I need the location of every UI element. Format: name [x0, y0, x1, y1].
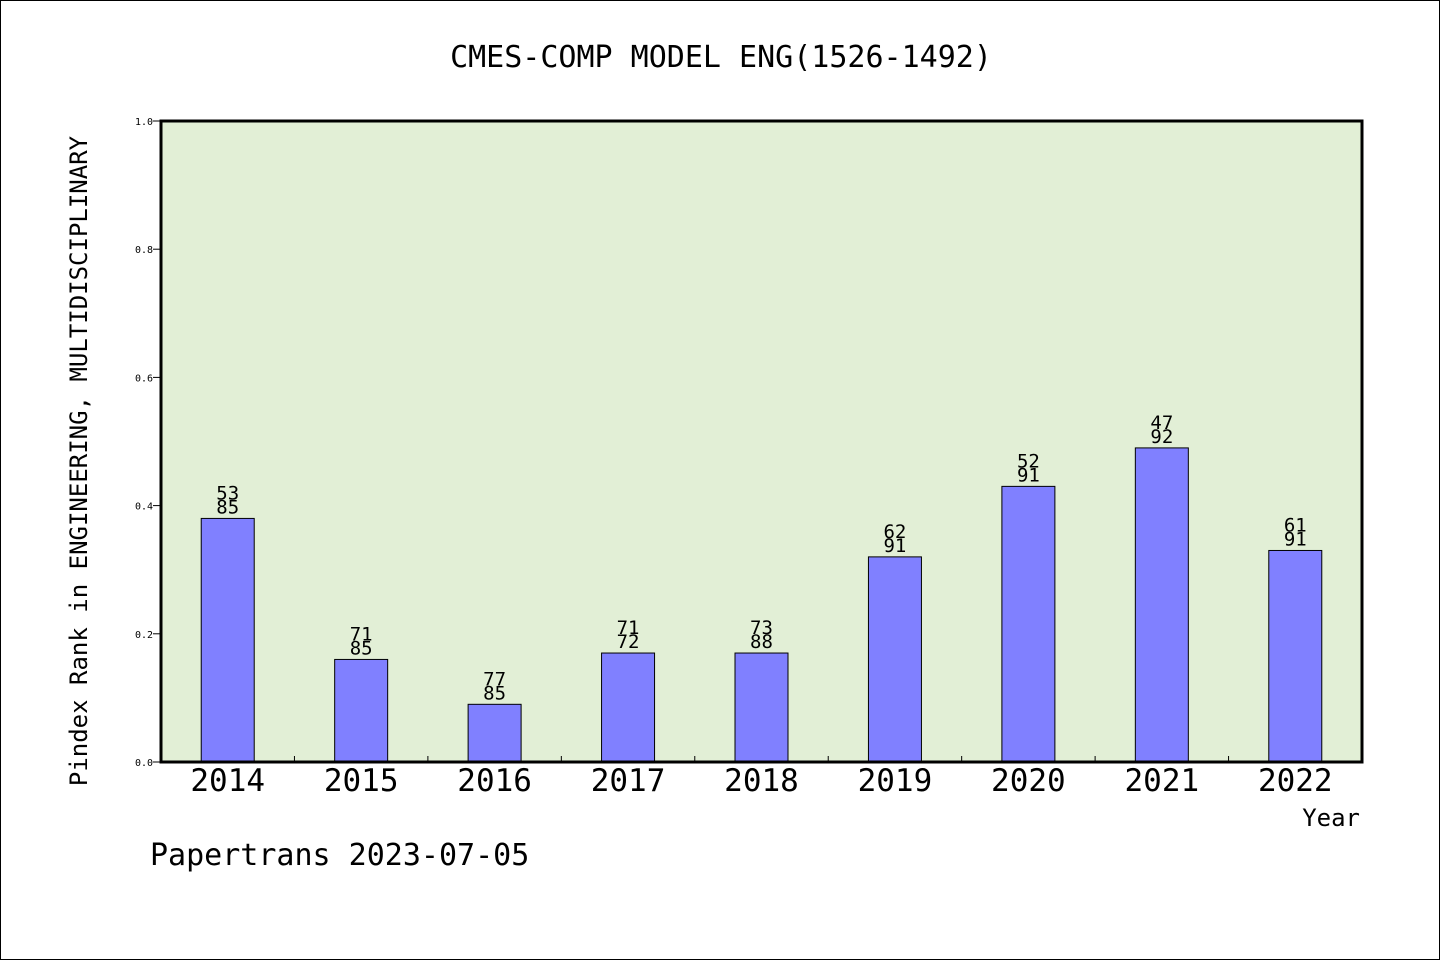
- bar-label-bottom-2017: 72: [617, 631, 640, 653]
- bar-2021: [1134, 447, 1189, 763]
- bar-label-top-2020: 52: [1017, 450, 1040, 472]
- bar-label-bottom-2020: 91: [1017, 464, 1040, 486]
- plot-frame: [159, 119, 1364, 764]
- bar-label-top-2019: 62: [883, 521, 906, 543]
- y-tick-label-0.4: 0.4: [135, 502, 153, 513]
- bar-label-bottom-2016: 85: [483, 682, 506, 704]
- chart-title: CMES-COMP MODEL ENG(1526-1492): [450, 40, 992, 75]
- x-tick-label-2015: 2015: [324, 763, 399, 799]
- y-tick-label-0.0: 0.0: [135, 758, 153, 769]
- bar-2015: [334, 658, 389, 763]
- bar-label-top-2018: 73: [750, 617, 773, 639]
- x-axis: 2014 2015 2016 2017 2018 2019 2020 2021 2022: [190, 756, 1333, 799]
- y-tick-label-0.6: 0.6: [135, 373, 153, 384]
- footer-credit: Papertrans 2023-07-05: [150, 838, 529, 873]
- bar-label-top-2014: 53: [216, 482, 239, 504]
- bar-label-top-2021: 47: [1150, 412, 1173, 434]
- bar-2017: [601, 652, 656, 763]
- bar-label-top-2016: 77: [483, 668, 506, 690]
- y-axis-label: Pindex Rank in ENGINEERING, MULTIDISCIPL…: [65, 135, 93, 786]
- x-axis-label: Year: [1302, 804, 1360, 832]
- bar-2016: [467, 703, 522, 763]
- bar-label-bottom-2018: 88: [750, 631, 773, 653]
- x-tick-label-2014: 2014: [190, 763, 265, 799]
- bar-label-bottom-2015: 85: [350, 637, 373, 659]
- y-tick-label-0.2: 0.2: [135, 630, 153, 641]
- y-tick-label-1.0: 1.0: [135, 117, 153, 128]
- x-tick-label-2017: 2017: [591, 763, 666, 799]
- bar-2014: [200, 517, 255, 763]
- y-tick-label-0.8: 0.8: [135, 245, 153, 256]
- bars-group: [200, 447, 1323, 763]
- bar-label-top-2022: 61: [1284, 514, 1307, 536]
- x-tick-label-2021: 2021: [1125, 763, 1200, 799]
- bar-label-top-2017: 71: [617, 617, 640, 639]
- bar-2020: [1001, 485, 1056, 763]
- y-axis: 0.0 0.2 0.4 0.6 0.8 1.0: [135, 117, 161, 769]
- bar-label-bottom-2014: 85: [216, 496, 239, 518]
- bar-2019: [867, 556, 922, 763]
- bar-2022: [1268, 549, 1323, 763]
- bar-2018: [734, 652, 789, 763]
- x-tick-label-2022: 2022: [1258, 763, 1333, 799]
- bar-label-bottom-2019: 91: [883, 535, 906, 557]
- x-tick-label-2019: 2019: [858, 763, 933, 799]
- bar-label-top-2015: 71: [350, 623, 373, 645]
- x-tick-label-2016: 2016: [457, 763, 532, 799]
- bar-label-bottom-2021: 92: [1150, 426, 1173, 448]
- bar-label-bottom-2022: 91: [1284, 528, 1307, 550]
- x-tick-label-2018: 2018: [724, 763, 799, 799]
- x-tick-label-2020: 2020: [991, 763, 1066, 799]
